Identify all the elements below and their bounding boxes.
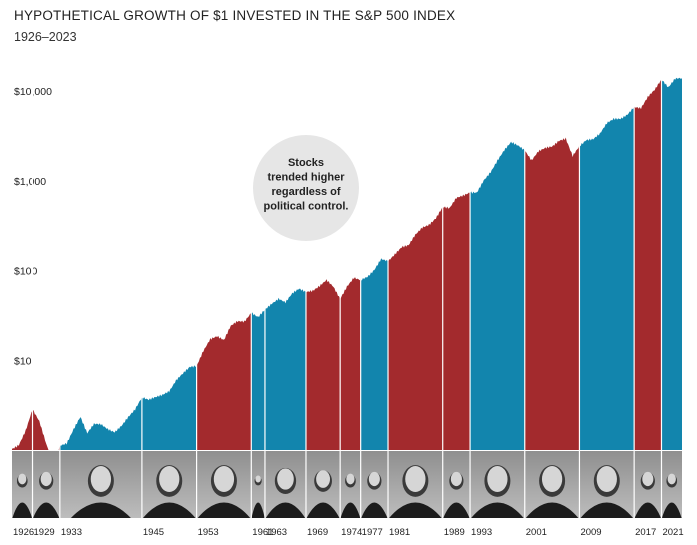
presidency-segment	[32, 77, 60, 450]
x-tick-label: 1974	[341, 527, 362, 538]
portrait	[634, 451, 662, 518]
presidency-segment	[360, 77, 389, 450]
portrait	[442, 451, 471, 518]
callout-line: political control.	[264, 201, 349, 213]
portrait-strip	[12, 451, 682, 518]
x-tick-label: 1926	[13, 527, 34, 538]
x-tick-label: 2017	[635, 527, 656, 538]
presidency-segment	[340, 77, 361, 450]
y-tick-label: $10	[14, 355, 32, 367]
portrait	[470, 451, 525, 518]
portrait	[141, 451, 197, 518]
portrait	[264, 451, 306, 518]
area-segments	[12, 77, 682, 450]
x-tick-label: 2001	[526, 527, 547, 538]
presidency-segment	[634, 77, 662, 450]
y-tick-label: $100	[14, 266, 38, 278]
portrait	[340, 451, 361, 518]
portrait	[579, 451, 635, 518]
callout-line: Stocks	[288, 157, 324, 169]
callout-line: trended higher	[267, 172, 345, 184]
x-tick-label: 2021	[662, 527, 683, 538]
presidency-segment	[305, 77, 341, 450]
presidency-segment	[251, 77, 265, 450]
portrait	[661, 451, 682, 518]
portrait	[59, 451, 142, 518]
x-tick-label: 1981	[389, 527, 410, 538]
presidency-segment	[196, 77, 252, 450]
y-tick-label: $1,000	[14, 176, 46, 188]
presidency-segment	[388, 77, 443, 450]
x-tick-label: 1977	[362, 527, 383, 538]
x-tick-label: 1989	[444, 527, 465, 538]
presidency-segment	[264, 77, 306, 450]
presidency-segment	[12, 77, 33, 450]
presidency-segment	[442, 77, 471, 450]
presidency-segment	[524, 77, 580, 450]
chart-title: HYPOTHETICAL GROWTH OF $1 INVESTED IN TH…	[14, 8, 456, 23]
x-tick-label: 1993	[471, 527, 492, 538]
portrait	[360, 451, 389, 518]
x-tick-label: 1969	[307, 527, 328, 538]
x-tick-label: 1963	[266, 527, 287, 538]
portrait	[388, 451, 443, 518]
x-tick-label: 2009	[580, 527, 601, 538]
portrait	[32, 451, 60, 518]
callout-bubble	[253, 135, 359, 241]
chart-subtitle: 1926–2023	[14, 30, 77, 44]
presidency-segment	[470, 77, 525, 450]
portrait	[305, 451, 341, 518]
portrait	[196, 451, 252, 518]
presidency-segment	[661, 77, 682, 450]
portrait	[524, 451, 580, 518]
portrait	[251, 451, 265, 518]
x-tick-label: 1953	[198, 527, 219, 538]
x-tick-label: 1929	[34, 527, 55, 538]
presidency-segment	[579, 77, 635, 450]
x-tick-label: 1933	[61, 527, 82, 538]
callout-line: regardless of	[271, 186, 340, 198]
presidency-segment	[59, 77, 142, 450]
x-tick-label: 1961	[252, 527, 273, 538]
term-dividers	[31, 60, 663, 518]
callout: Stocks trended higher regardless of politic…	[253, 135, 359, 241]
portrait	[12, 451, 33, 518]
presidency-segment	[141, 77, 197, 450]
x-tick-label: 1945	[143, 527, 164, 538]
